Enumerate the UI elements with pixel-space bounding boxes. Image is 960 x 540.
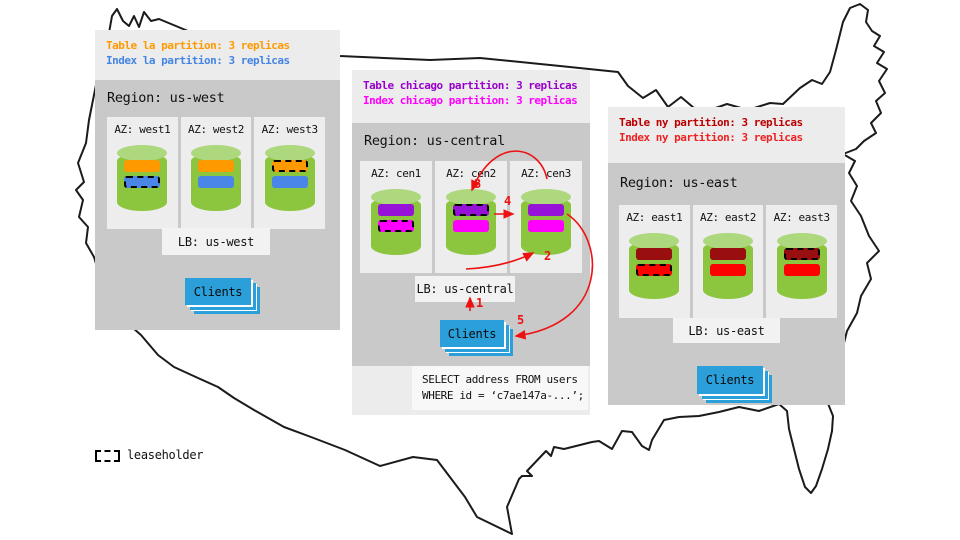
clients-us-west: Clients [185,278,251,305]
az-row-us-west: AZ: west1 AZ: west2 AZ: west3 [107,117,326,229]
az-label: AZ: west2 [188,123,245,136]
annotation-table-chicago: Table chicago partition: 3 replicas [363,79,578,92]
cylinder-top [371,189,421,205]
region-title-us-east: Region: us-east [620,175,738,191]
az-label: AZ: east1 [626,211,683,224]
flow-step-2: 2 [544,249,552,263]
annotation-us-east: Table ny partition: 3 replicas Index ny … [608,107,845,163]
table-partition-replica [710,248,746,260]
index-partition-replica [528,220,564,232]
index-partition-replica [783,264,820,276]
sql-query-line2: WHERE id = ‘c7ae147a-...’; [422,389,584,402]
az-west1: AZ: west1 [107,117,178,229]
table-partition-replica [636,248,673,260]
table-partition-leaseholder [453,204,489,216]
az-east1: AZ: east1 [619,205,690,318]
region-us-east: Region: us-east AZ: east1 AZ: east2 [608,163,845,405]
region-title-us-central: Region: us-central [364,133,505,149]
clients-us-central: Clients [440,320,504,347]
annotation-index-ny: Index ny partition: 3 replicas [619,131,803,144]
region-us-central: Region: us-central AZ: cen1 AZ: cen2 [352,123,590,366]
load-balancer-us-central: LB: us-central [415,276,515,302]
database-node-icon [446,189,496,255]
index-partition-leaseholder [378,220,414,232]
index-partition-leaseholder [124,176,161,188]
table-partition-replica [198,160,234,172]
flow-step-3: 3 [474,177,482,191]
region-title-us-west: Region: us-west [107,90,225,106]
annotation-table-ny: Table ny partition: 3 replicas [619,116,803,129]
load-balancer-us-west: LB: us-west [162,228,270,255]
cylinder-top [629,233,680,249]
database-node-icon [703,233,753,299]
cylinder-top [703,233,753,249]
database-node-icon [521,189,571,255]
table-partition-replica [528,204,564,216]
load-balancer-us-east: LB: us-east [673,318,780,343]
cylinder-top [521,189,571,205]
az-east3: AZ: east3 [766,205,838,318]
az-row-us-east: AZ: east1 AZ: east2 AZ: east3 [619,205,838,318]
sql-query-box: SELECT address FROM users WHERE id = ‘c7… [412,366,588,410]
panel-us-west: Table la partition: 3 replicas Index la … [95,30,340,330]
index-partition-leaseholder [636,264,673,276]
table-partition-leaseholder [271,160,308,172]
az-cen2: AZ: cen2 [435,161,507,273]
az-west3: AZ: west3 [254,117,326,229]
az-cen1: AZ: cen1 [360,161,432,273]
cylinder-top [191,145,241,161]
clients-us-east: Clients [697,366,763,394]
database-node-icon [371,189,421,255]
leaseholder-legend-label: leaseholder [127,448,204,462]
index-partition-replica [198,176,234,188]
panel-us-east: Table ny partition: 3 replicas Index ny … [608,107,845,405]
az-label: AZ: cen2 [446,167,496,180]
az-label: AZ: west1 [114,123,171,136]
table-partition-replica [378,204,414,216]
annotation-us-west: Table la partition: 3 replicas Index la … [95,30,340,80]
az-label: AZ: east2 [700,211,757,224]
annotation-index-chicago: Index chicago partition: 3 replicas [363,94,578,107]
flow-step-1: 1 [476,296,484,310]
az-west2: AZ: west2 [180,117,252,229]
az-label: AZ: west3 [261,123,318,136]
region-us-west: Region: us-west AZ: west1 AZ: west2 [95,80,340,330]
panel-us-central: Table chicago partition: 3 replicas Inde… [352,70,590,415]
database-node-icon [264,145,315,211]
cylinder-top [117,145,168,161]
leaseholder-legend-swatch [95,450,120,462]
annotation-us-central: Table chicago partition: 3 replicas Inde… [352,70,590,123]
annotation-index-la: Index la partition: 3 replicas [106,54,290,67]
az-label: AZ: cen3 [521,167,571,180]
table-partition-replica [124,160,161,172]
flow-step-4: 4 [504,194,512,208]
table-partition-leaseholder [783,248,820,260]
index-partition-replica [710,264,746,276]
cylinder-top [264,145,315,161]
cylinder-top [776,233,827,249]
sql-query-line1: SELECT address FROM users [422,373,578,386]
database-node-icon [629,233,680,299]
az-label: AZ: east3 [773,211,830,224]
az-label: AZ: cen1 [371,167,421,180]
database-node-icon [191,145,241,211]
database-node-icon [117,145,168,211]
flow-step-5: 5 [517,313,525,327]
annotation-table-la: Table la partition: 3 replicas [106,39,290,52]
index-partition-replica [453,220,489,232]
index-partition-replica [271,176,308,188]
cylinder-top [446,189,496,205]
az-east2: AZ: east2 [692,205,764,318]
database-node-icon [776,233,827,299]
